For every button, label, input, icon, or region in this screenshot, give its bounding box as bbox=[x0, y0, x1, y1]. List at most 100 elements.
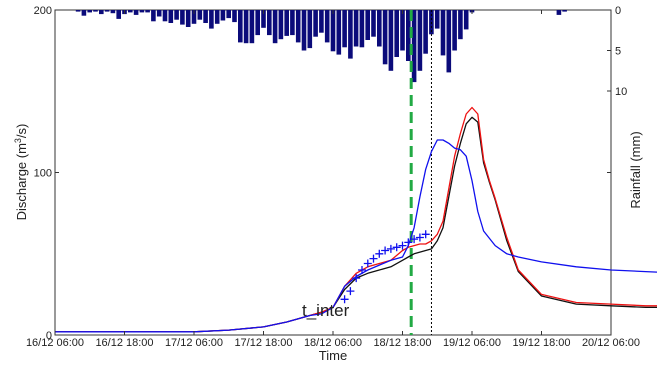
rain-bar bbox=[116, 10, 121, 19]
rain-bar bbox=[307, 10, 313, 49]
rain-bar bbox=[411, 10, 417, 83]
rain-bar bbox=[365, 10, 370, 40]
rain-bar bbox=[394, 10, 399, 57]
rain-bar bbox=[284, 10, 289, 36]
rain-bar bbox=[324, 10, 330, 43]
rain-bar bbox=[180, 10, 185, 25]
rain-bar bbox=[104, 10, 110, 12]
rain-bar bbox=[133, 10, 139, 15]
rain-bar bbox=[446, 10, 452, 73]
x-tick-label: 20/12 06:00 bbox=[582, 337, 640, 349]
x-tick-label: 17/12 06:00 bbox=[165, 337, 223, 349]
y2-tick-label: 10 bbox=[615, 86, 627, 98]
observed-markers bbox=[340, 230, 430, 304]
x-axis-ticks: 16/12 06:00 16/12 18:00 17/12 06:00 17/12 1… bbox=[26, 10, 640, 349]
y2-axis-ticks: 0 5 10 bbox=[607, 5, 627, 98]
y-axis-title-tail: /s) bbox=[14, 124, 29, 138]
y-tick-label: 0 bbox=[46, 330, 52, 342]
y2-tick-label: 5 bbox=[615, 46, 621, 58]
rain-bar bbox=[301, 10, 307, 51]
observed-marker bbox=[404, 238, 413, 247]
rain-bar bbox=[295, 10, 301, 43]
rain-bar bbox=[185, 10, 191, 27]
rain-bar bbox=[278, 10, 284, 40]
observed-marker bbox=[358, 266, 366, 274]
rain-bar bbox=[238, 10, 243, 43]
rain-bar bbox=[75, 10, 81, 12]
observed-marker bbox=[410, 235, 419, 244]
y-axis-title: Discharge (m3/s) bbox=[13, 124, 29, 221]
rain-bar bbox=[330, 10, 336, 52]
rainfall-bars bbox=[75, 10, 567, 83]
rain-bar bbox=[261, 10, 266, 28]
rain-bar bbox=[406, 10, 411, 61]
rain-bar bbox=[562, 10, 567, 12]
rain-bar bbox=[93, 10, 98, 12]
rain-bar bbox=[139, 10, 145, 13]
observed-marker bbox=[369, 254, 378, 263]
x-axis-title: Time bbox=[319, 348, 347, 363]
rain-bar bbox=[267, 10, 272, 36]
x-tick-label: 16/12 06:00 bbox=[26, 337, 84, 349]
rain-bar bbox=[348, 10, 353, 59]
observed-marker bbox=[381, 246, 390, 255]
x-tick-label: 19/12 18:00 bbox=[512, 337, 570, 349]
rain-bar bbox=[290, 10, 295, 36]
rain-bar bbox=[382, 10, 388, 65]
inter-annotation: t_inter bbox=[302, 301, 350, 320]
rain-bar bbox=[214, 10, 220, 24]
rain-bar bbox=[226, 10, 231, 19]
rain-bar bbox=[371, 10, 376, 37]
rain-bar bbox=[81, 10, 87, 16]
rain-bar bbox=[353, 10, 359, 47]
observed-marker bbox=[340, 295, 349, 304]
rain-bar bbox=[440, 10, 446, 56]
rain-bar bbox=[209, 10, 214, 29]
observed-marker bbox=[346, 287, 355, 296]
rain-bar bbox=[556, 10, 562, 15]
rain-bar bbox=[128, 10, 133, 13]
rain-bar bbox=[434, 10, 440, 29]
rain-bar bbox=[174, 10, 179, 20]
observed-marker bbox=[363, 259, 372, 268]
rain-bar bbox=[417, 10, 423, 71]
x-tick-label: 18/12 06:00 bbox=[304, 337, 362, 349]
rain-bar bbox=[110, 10, 116, 14]
rain-bar bbox=[197, 10, 203, 20]
rain-bar bbox=[232, 10, 237, 23]
rain-bar bbox=[87, 10, 92, 13]
rain-bar bbox=[452, 10, 457, 51]
observed-marker bbox=[421, 230, 430, 239]
rain-bar bbox=[336, 10, 342, 55]
series-sim_red bbox=[55, 106, 657, 333]
rain-bar bbox=[400, 10, 405, 51]
rain-bar bbox=[458, 10, 463, 40]
series-observed bbox=[55, 139, 657, 333]
x-tick-label: 18/12 18:00 bbox=[373, 337, 431, 349]
rain-bar bbox=[99, 10, 104, 15]
observed-marker bbox=[352, 274, 361, 283]
y-axis-ticks: 0 100 200 bbox=[34, 5, 611, 342]
rain-bar bbox=[377, 10, 382, 47]
rain-bar bbox=[168, 10, 174, 23]
rain-bar bbox=[145, 10, 150, 13]
observed-marker bbox=[392, 243, 401, 252]
y-tick-label: 200 bbox=[34, 5, 52, 17]
observed-marker bbox=[398, 241, 407, 250]
rain-bar bbox=[203, 10, 208, 23]
rain-bar bbox=[388, 10, 394, 71]
event-vertical-lines bbox=[409, 10, 432, 335]
observed-marker bbox=[375, 249, 384, 258]
rain-bar bbox=[342, 10, 347, 48]
rain-bar bbox=[359, 10, 365, 48]
rain-bar bbox=[151, 10, 156, 22]
rain-bar bbox=[220, 10, 226, 21]
rain-bar bbox=[313, 10, 318, 37]
rain-bar bbox=[191, 10, 197, 24]
plot-frame bbox=[54, 9, 612, 336]
rain-bar bbox=[156, 10, 162, 17]
rain-bar bbox=[463, 10, 469, 30]
rain-bar bbox=[255, 10, 260, 36]
y-axis-title-base: Discharge (m bbox=[14, 143, 29, 220]
